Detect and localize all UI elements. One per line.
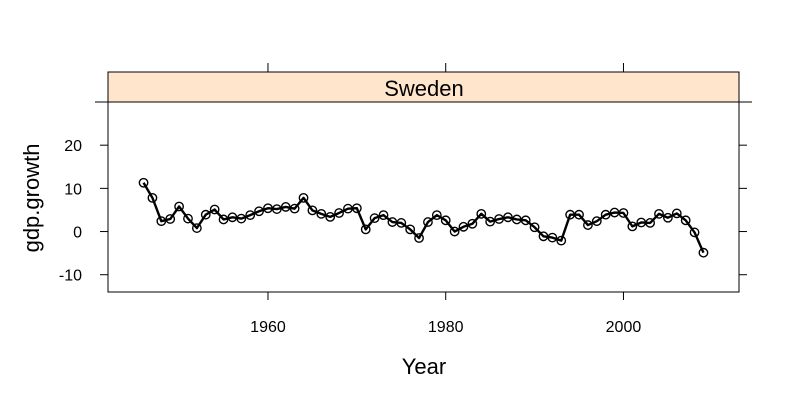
data-point [396,218,407,228]
data-point [556,235,567,246]
x-tick-label: 1960 [250,319,286,336]
data-point [298,192,309,203]
data-point [271,204,282,214]
y-axis-label: gdp.growth [19,144,44,253]
data-point [360,224,371,235]
data-point [236,213,247,224]
data-point [147,192,158,203]
data-point [165,214,176,224]
data-point [351,203,362,214]
data-point [663,212,673,223]
panel-strip-title: Sweden [384,76,464,101]
data-point [440,215,451,226]
data-point [494,214,504,224]
data-point [138,177,149,188]
series-layer [138,177,709,258]
x-tick-label: 2000 [606,319,642,336]
data-point [316,208,327,219]
data-point [405,224,416,235]
data-point [476,208,487,219]
data-point [698,247,709,258]
data-point [334,208,344,218]
data-point [369,213,380,224]
data-point [280,202,291,212]
data-point [645,218,656,228]
data-point [209,204,220,215]
plot-frame [107,101,740,293]
data-point [485,216,496,227]
data-point [431,210,442,221]
plot-frame-layer [95,101,752,293]
data-point [414,233,424,243]
data-point [529,222,540,233]
data-point [307,205,318,216]
data-point [574,209,584,220]
y-tick-label: 10 [64,181,82,198]
data-point [618,208,629,218]
data-point [680,215,691,226]
data-point [191,223,202,233]
data-point [378,210,389,221]
x-axis-label: Year [402,354,446,379]
data-point [200,209,211,220]
data-point [467,218,478,229]
axis-ticks-layer: 1960 1980 2000 -10 0 10 20 [59,63,747,336]
data-point [547,232,558,243]
data-point [423,217,433,227]
data-point [671,208,682,219]
x-tick-label: 1980 [428,319,464,336]
data-point [218,214,229,225]
y-tick-label: 20 [64,138,82,155]
data-point [156,216,167,227]
data-point [591,216,602,227]
panel-strip [107,71,740,103]
data-point [627,221,638,232]
data-point [245,210,256,221]
data-point [600,209,611,220]
data-point [174,201,185,212]
data-point [254,206,264,217]
data-point [583,220,593,230]
y-tick-label: 0 [73,225,82,242]
data-point [654,208,664,219]
strip-layer: Sweden [107,71,740,103]
data-point [449,226,460,237]
data-point [325,211,336,222]
data-point [289,203,300,214]
y-tick-label: -10 [59,268,82,285]
data-point [458,221,469,232]
data-point [520,215,531,226]
data-point [503,212,513,223]
data-point [183,213,193,224]
data-point [689,227,700,238]
